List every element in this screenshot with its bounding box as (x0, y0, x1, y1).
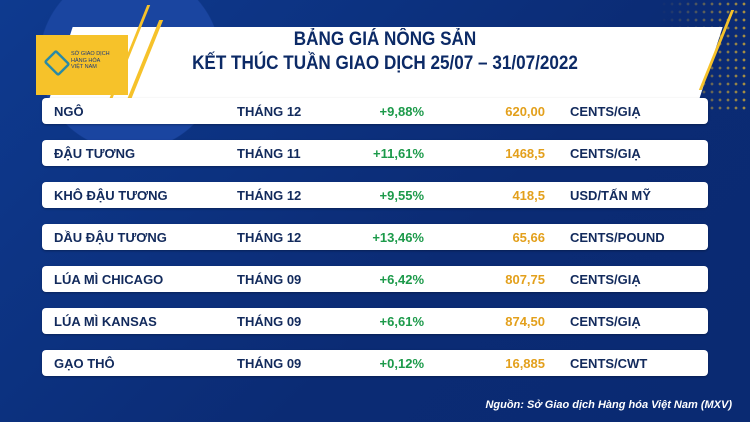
price-value: 620,00 (505, 104, 545, 119)
change-percent: +6,42% (379, 272, 424, 287)
price-value: 807,75 (505, 272, 545, 287)
contract-month: THÁNG 09 (237, 356, 302, 371)
table-row: DẦU ĐẬU TƯƠNG THÁNG 12 +13,46% 65,66 CENTS/P… (42, 224, 708, 250)
commodity-name: GẠO THÔ (54, 356, 115, 371)
change-percent: +6,61% (379, 314, 424, 329)
commodity-name: NGÔ (54, 104, 84, 119)
price-value: 874,50 (505, 314, 545, 329)
commodity-name: LÚA MÌ KANSAS (54, 314, 157, 329)
price-unit: CENTS/CWT (570, 356, 648, 371)
change-percent: +11,61% (373, 146, 424, 161)
page-title: BẢNG GIÁ NÔNG SẢN KẾT THÚC TUẦN GIAO DỊC… (174, 28, 597, 76)
contract-month: THÁNG 12 (237, 188, 302, 203)
price-unit: CENTS/POUND (570, 230, 665, 245)
logo: SỞ GIAO DỊCH HÀNG HÓA VIỆT NAM (43, 40, 128, 90)
logo-text: HÀNG HÓA (71, 57, 101, 64)
commodity-name: ĐẬU TƯƠNG (54, 146, 136, 161)
price-unit: CENTS/GIẠ (570, 104, 641, 119)
contract-month: THÁNG 11 (237, 146, 301, 161)
contract-month: THÁNG 09 (237, 272, 302, 287)
table-row: LÚA MÌ KANSAS THÁNG 09 +6,61% 874,50 CENTS/G… (42, 308, 708, 334)
contract-month: THÁNG 12 (237, 230, 302, 245)
commodity-name: LÚA MÌ CHICAGO (54, 272, 164, 287)
contract-month: THÁNG 09 (237, 314, 302, 329)
price-unit: USD/TẤN MỸ (570, 188, 651, 203)
title-line-2: KẾT THÚC TUẦN GIAO DỊCH 25/07 – 31/07/20… (192, 53, 578, 74)
change-percent: +9,88% (379, 104, 424, 119)
logo-text: SỞ GIAO DỊCH (71, 51, 110, 57)
change-percent: +13,46% (372, 230, 424, 245)
table-row: NGÔ THÁNG 12 +9,88% 620,00 CENTS/GIẠ (42, 98, 708, 124)
price-unit: CENTS/GIẠ (570, 146, 641, 161)
price-unit: CENTS/GIẠ (570, 314, 641, 329)
price-value: 418,5 (512, 188, 545, 203)
commodity-name: DẦU ĐẬU TƯƠNG (54, 230, 167, 245)
contract-month: THÁNG 12 (237, 104, 302, 119)
price-value: 65,66 (512, 230, 545, 245)
title-line-1: BẢNG GIÁ NÔNG SẢN (293, 29, 477, 50)
price-value: 16,885 (505, 356, 545, 371)
price-unit: CENTS/GIẠ (570, 272, 641, 287)
commodity-name: KHÔ ĐẬU TƯƠNG (54, 188, 168, 203)
table-row: LÚA MÌ CHICAGO THÁNG 09 +6,42% 807,75 CENTS/… (42, 266, 708, 292)
change-percent: +0,12% (379, 356, 424, 371)
source-note: Nguồn: Sở Giao dịch Hàng hóa Việt Nam (M… (485, 399, 732, 411)
logo-background (36, 35, 128, 95)
table-row: KHÔ ĐẬU TƯƠNG THÁNG 12 +9,55% 418,5 USD/TẤN … (42, 182, 708, 208)
price-value: 1468,5 (505, 146, 545, 161)
logo-text: VIỆT NAM (71, 64, 97, 70)
table-row: GẠO THÔ THÁNG 09 +0,12% 16,885 CENTS/CWT (42, 350, 708, 376)
logo-icon (43, 49, 71, 77)
table-row: ĐẬU TƯƠNG THÁNG 11 +11,61% 1468,5 CENTS/GIẠ (42, 140, 708, 166)
change-percent: +9,55% (379, 188, 424, 203)
